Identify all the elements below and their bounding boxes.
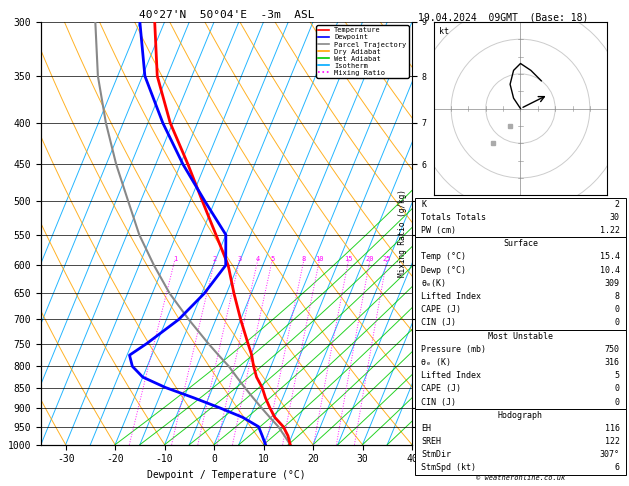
Text: 0: 0 <box>615 318 620 328</box>
Text: 30: 30 <box>610 213 620 222</box>
Text: 309: 309 <box>604 279 620 288</box>
Text: SREH: SREH <box>421 437 442 446</box>
Legend: Temperature, Dewpoint, Parcel Trajectory, Dry Adiabat, Wet Adiabat, Isotherm, Mi: Temperature, Dewpoint, Parcel Trajectory… <box>316 25 408 78</box>
Text: Hodograph: Hodograph <box>498 411 543 420</box>
Text: 8: 8 <box>302 257 306 262</box>
Title: 40°27'N  50°04'E  -3m  ASL: 40°27'N 50°04'E -3m ASL <box>138 10 314 20</box>
Text: EH: EH <box>421 424 431 433</box>
X-axis label: Dewpoint / Temperature (°C): Dewpoint / Temperature (°C) <box>147 470 306 480</box>
Text: Surface: Surface <box>503 239 538 248</box>
Text: 20: 20 <box>366 257 374 262</box>
Text: 25: 25 <box>382 257 391 262</box>
Text: Mixing Ratio (g/kg): Mixing Ratio (g/kg) <box>398 190 407 277</box>
Text: 3: 3 <box>238 257 242 262</box>
Text: 5: 5 <box>270 257 274 262</box>
Text: kt: kt <box>439 27 449 36</box>
Text: 122: 122 <box>604 437 620 446</box>
Y-axis label: km
ASL: km ASL <box>440 224 455 243</box>
Text: 750: 750 <box>604 345 620 354</box>
Bar <box>415 330 626 409</box>
Bar <box>415 237 626 330</box>
Text: CAPE (J): CAPE (J) <box>421 384 462 393</box>
Text: 0: 0 <box>615 398 620 406</box>
Text: θₑ(K): θₑ(K) <box>421 279 447 288</box>
Text: 2: 2 <box>213 257 217 262</box>
Text: Totals Totals: Totals Totals <box>421 213 486 222</box>
Text: 10.4: 10.4 <box>599 266 620 275</box>
Text: Temp (°C): Temp (°C) <box>421 253 467 261</box>
Text: 15: 15 <box>345 257 353 262</box>
Text: Lifted Index: Lifted Index <box>421 292 481 301</box>
Text: 10: 10 <box>315 257 324 262</box>
Text: 307°: 307° <box>599 450 620 459</box>
Text: CIN (J): CIN (J) <box>421 398 457 406</box>
Text: Pressure (mb): Pressure (mb) <box>421 345 486 354</box>
Text: 2: 2 <box>615 200 620 209</box>
Text: 4: 4 <box>256 257 260 262</box>
Text: 0: 0 <box>615 305 620 314</box>
Text: 1.22: 1.22 <box>599 226 620 235</box>
Text: Most Unstable: Most Unstable <box>488 331 553 341</box>
Bar <box>415 198 626 237</box>
Text: CIN (J): CIN (J) <box>421 318 457 328</box>
Text: 8: 8 <box>615 292 620 301</box>
Text: StmSpd (kt): StmSpd (kt) <box>421 464 476 472</box>
Text: 5: 5 <box>615 371 620 380</box>
Text: StmDir: StmDir <box>421 450 452 459</box>
Text: 0: 0 <box>615 384 620 393</box>
Text: CAPE (J): CAPE (J) <box>421 305 462 314</box>
Text: 19.04.2024  09GMT  (Base: 18): 19.04.2024 09GMT (Base: 18) <box>418 12 589 22</box>
Text: 116: 116 <box>604 424 620 433</box>
Text: © weatheronline.co.uk: © weatheronline.co.uk <box>476 475 565 481</box>
Text: 1: 1 <box>173 257 177 262</box>
Text: Lifted Index: Lifted Index <box>421 371 481 380</box>
Text: θₑ (K): θₑ (K) <box>421 358 452 367</box>
Text: 316: 316 <box>604 358 620 367</box>
Bar <box>415 409 626 474</box>
Text: 6: 6 <box>615 464 620 472</box>
Text: K: K <box>421 200 426 209</box>
Text: Dewp (°C): Dewp (°C) <box>421 266 467 275</box>
Text: PW (cm): PW (cm) <box>421 226 457 235</box>
Text: 15.4: 15.4 <box>599 253 620 261</box>
